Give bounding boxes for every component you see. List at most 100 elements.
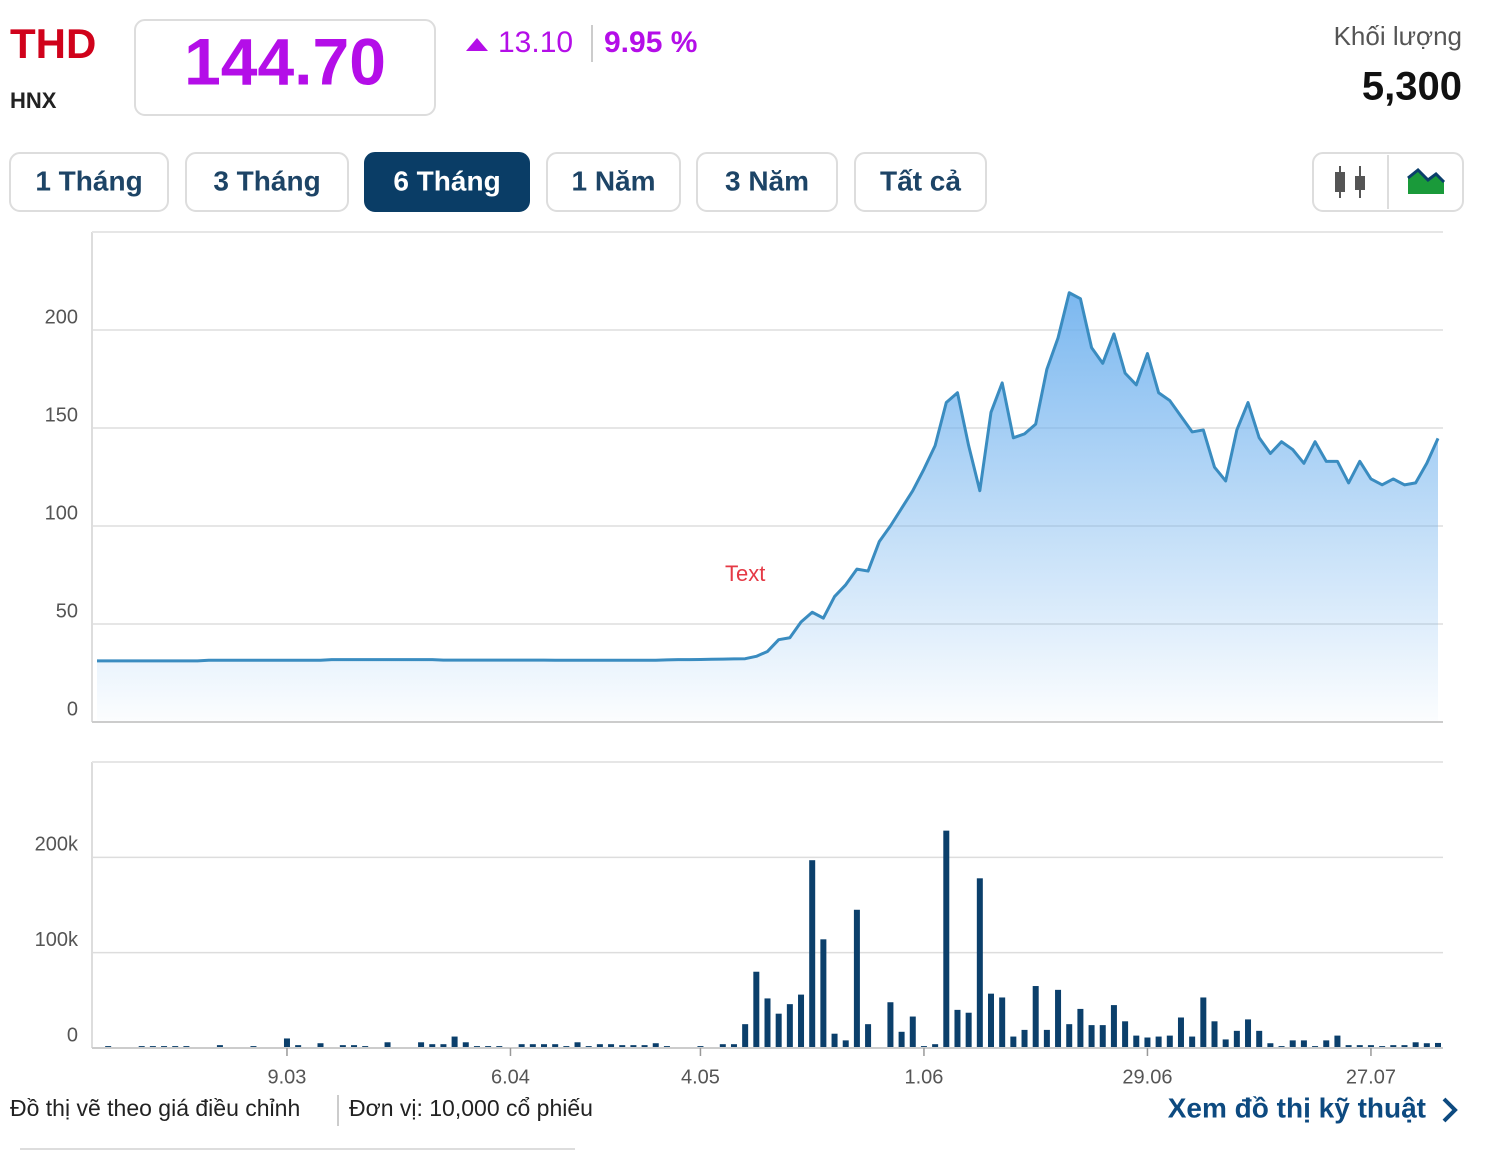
volume-bar xyxy=(1155,1036,1162,1048)
volume-bar xyxy=(742,1024,749,1048)
candle-icon[interactable] xyxy=(1335,166,1365,198)
tab-label[interactable]: 1 Tháng xyxy=(35,165,142,196)
y-tick-label: 0 xyxy=(67,698,78,720)
tab[interactable] xyxy=(364,152,530,212)
volume-bar xyxy=(786,1004,793,1048)
volume-bar xyxy=(462,1042,469,1048)
volume-bar xyxy=(831,1033,838,1048)
volume-bar xyxy=(1077,1008,1084,1048)
volume-bar xyxy=(909,1016,916,1048)
volume-bar xyxy=(429,1044,436,1048)
tab[interactable] xyxy=(185,152,349,212)
tab-label[interactable]: Tất cả xyxy=(880,165,961,196)
volume-bar xyxy=(1222,1039,1229,1048)
volume-bar xyxy=(541,1044,547,1048)
volume-bar xyxy=(216,1045,223,1048)
volume-bar xyxy=(529,1044,536,1048)
volume-label: Khối lượng xyxy=(1334,21,1462,51)
exchange: HNX xyxy=(10,88,57,113)
volume-bar xyxy=(1356,1045,1363,1048)
volume-bar xyxy=(518,1044,525,1048)
volume-bar xyxy=(1211,1021,1218,1048)
volume-bar xyxy=(943,830,950,1048)
volume-bar xyxy=(865,1024,872,1048)
footer-note: Đồ thị vẽ theo giá điều chỉnh xyxy=(10,1095,300,1121)
volume-bar xyxy=(619,1045,626,1048)
volume-bar xyxy=(1066,1024,1073,1048)
volume-bar xyxy=(351,1045,358,1048)
volume-bar xyxy=(853,909,860,1048)
volume-bar xyxy=(1245,1019,1252,1048)
volume-bar xyxy=(798,994,805,1048)
volume-bar xyxy=(809,860,816,1048)
volume-bar xyxy=(574,1042,581,1048)
footer-unit: Đơn vị: 10,000 cổ phiếu xyxy=(349,1095,593,1121)
volume-bar xyxy=(1200,997,1207,1048)
area-icon[interactable] xyxy=(1407,167,1446,194)
y-tick-label: 50 xyxy=(56,600,78,622)
x-tick-label: 1.06 xyxy=(904,1066,943,1088)
x-tick-label: 6.04 xyxy=(491,1066,530,1088)
tab-label[interactable]: 3 Năm xyxy=(725,165,809,196)
volume-bar xyxy=(753,971,760,1048)
volume-bar xyxy=(764,998,771,1048)
volume-bar xyxy=(1099,1025,1106,1048)
change-percent: 9.95 % xyxy=(604,26,697,59)
y-tick-label: 100k xyxy=(35,929,79,951)
volume-bar xyxy=(1233,1030,1240,1048)
x-tick-label: 27.07 xyxy=(1346,1066,1396,1088)
volume-bar xyxy=(418,1042,425,1048)
x-tick-label: 9.03 xyxy=(268,1066,307,1088)
volume-bar xyxy=(954,1009,961,1048)
volume-bar xyxy=(1144,1037,1151,1048)
volume-bar xyxy=(999,997,1006,1048)
volume-bar xyxy=(1367,1045,1374,1048)
volume-bar xyxy=(1055,989,1062,1048)
up-arrow xyxy=(466,38,488,51)
volume-bar xyxy=(976,878,983,1048)
price-line xyxy=(97,291,1440,663)
volume-bar xyxy=(552,1044,559,1048)
volume-bar xyxy=(596,1044,603,1048)
tab-label[interactable]: 6 Tháng xyxy=(393,165,500,196)
volume-bar xyxy=(1267,1043,1274,1048)
volume-bar xyxy=(1010,1036,1017,1048)
price-box xyxy=(134,19,436,116)
volume-bar xyxy=(1345,1045,1352,1048)
y-tick-label: 150 xyxy=(45,404,78,426)
tab[interactable] xyxy=(696,152,838,212)
volume-bar xyxy=(630,1045,637,1048)
area-fill xyxy=(97,292,1438,722)
x-tick-label: 29.06 xyxy=(1122,1066,1172,1088)
volume-bar xyxy=(1289,1040,1296,1048)
volume-bar xyxy=(440,1044,447,1048)
volume-bar xyxy=(1177,1017,1184,1048)
tabs: 1 Tháng 3 Tháng 6 Tháng 1 Năm 3 Năm Tất cả xyxy=(9,152,987,212)
volume-bar xyxy=(965,1012,972,1048)
volume-bar xyxy=(1189,1036,1196,1048)
volume-bar xyxy=(1256,1030,1263,1048)
volume-bar xyxy=(1435,1042,1441,1048)
tab-label[interactable]: 3 Tháng xyxy=(213,165,320,196)
volume-bar xyxy=(932,1044,939,1048)
volume-bar xyxy=(842,1040,849,1048)
volume-bar xyxy=(1166,1035,1173,1048)
volume-bar xyxy=(820,939,827,1048)
volume-bar xyxy=(1032,986,1039,1048)
chevron xyxy=(1442,1097,1458,1123)
volume-bar xyxy=(1088,1025,1095,1048)
volume-bar xyxy=(1412,1042,1419,1048)
volume-bar xyxy=(775,1013,782,1048)
volume-bar xyxy=(1021,1029,1028,1048)
tech-chart-link[interactable]: Xem đồ thị kỹ thuật xyxy=(1168,1092,1426,1123)
tab[interactable] xyxy=(9,152,169,212)
y-tick-label: 200 xyxy=(45,306,78,328)
tab[interactable] xyxy=(546,152,681,212)
volume-bar xyxy=(1334,1035,1341,1048)
volume-bar xyxy=(1110,1005,1117,1048)
volume-bar xyxy=(898,1031,905,1048)
tab-label[interactable]: 1 Năm xyxy=(571,165,655,196)
tab[interactable] xyxy=(854,152,987,212)
